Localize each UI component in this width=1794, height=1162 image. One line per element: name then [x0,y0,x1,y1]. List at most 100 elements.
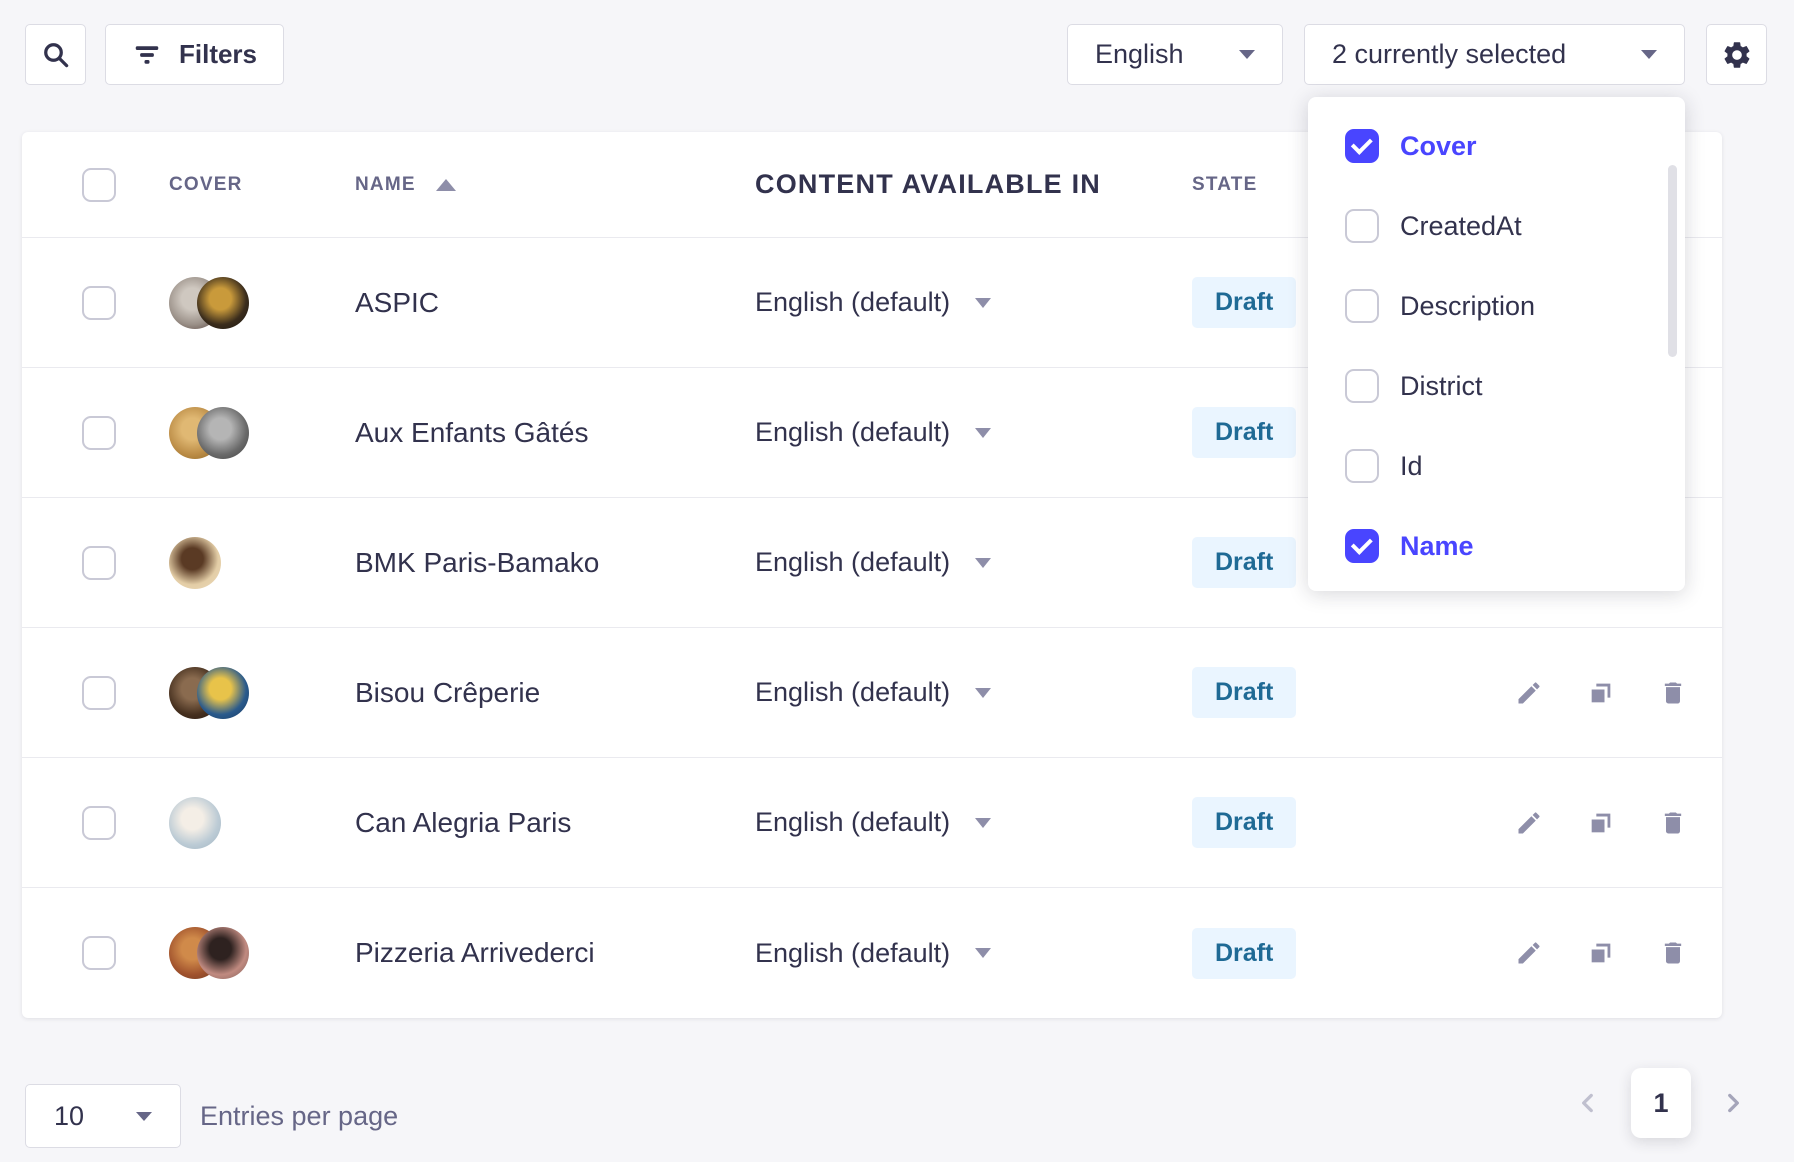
duplicate-icon [1591,813,1611,832]
page-size-select[interactable]: 10 [25,1084,181,1148]
table-row[interactable]: Bisou Crêperie English (default) Draft [22,628,1722,758]
delete-button[interactable] [1657,807,1689,839]
row-language: English (default) [755,417,951,447]
gear-icon [1721,39,1753,71]
column-option-label: Cover [1400,130,1477,161]
cover-avatar [169,796,221,849]
column-header-content-available-in[interactable]: CONTENT AVAILABLE IN [755,169,1101,199]
cover-avatar [197,927,249,979]
column-option-checkbox[interactable] [1345,529,1379,563]
chevron-down-icon [136,1111,152,1121]
chevron-down-icon[interactable] [975,817,992,828]
column-option[interactable]: Id [1308,426,1685,506]
column-option-checkbox[interactable] [1345,209,1379,243]
row-cover [116,927,355,979]
column-settings-options: Cover CreatedAt Description District Id … [1308,106,1685,586]
column-option-checkbox[interactable] [1345,369,1379,403]
table-row[interactable]: BMK Paris-Bamako English (default) Draft [22,498,1722,628]
column-option-label: Id [1400,450,1423,481]
edit-button[interactable] [1513,937,1545,969]
popover-scrollbar[interactable] [1668,165,1677,357]
column-option-label: District [1400,370,1483,401]
column-option[interactable]: Cover [1308,106,1685,186]
entries-per-page-label: Entries per page [200,1100,399,1131]
edit-button[interactable] [1513,807,1545,839]
table-row[interactable]: Pizzeria Arrivederci English (default) D… [22,888,1722,1018]
duplicate-icon [1591,683,1611,702]
column-option-checkbox[interactable] [1345,129,1379,163]
edit-button[interactable] [1513,677,1545,709]
column-option-label: CreatedAt [1400,210,1522,241]
chevron-down-icon[interactable] [975,427,992,438]
search-button[interactable] [25,24,86,85]
pencil-icon [1518,942,1540,964]
row-checkbox[interactable] [82,805,116,840]
table-row[interactable]: ASPIC English (default) Draft [22,238,1722,368]
column-header-cover[interactable]: COVER [169,173,243,195]
chevron-right-icon [1720,1090,1746,1116]
trash-icon [1664,812,1682,833]
column-option[interactable]: District [1308,346,1685,426]
row-cover [116,796,355,849]
row-cover [116,536,355,589]
select-all-checkbox[interactable] [82,167,116,202]
next-page-button[interactable] [1711,1081,1755,1125]
row-language: English (default) [755,677,951,707]
column-settings-value: 2 currently selected [1332,39,1567,69]
duplicate-button[interactable] [1585,807,1617,839]
chevron-down-icon[interactable] [975,557,992,568]
row-state-badge: Draft [1192,667,1297,718]
search-icon [41,40,71,70]
table-body: ASPIC English (default) Draft Aux Enfant… [22,238,1722,1018]
column-header-state[interactable]: STATE [1192,173,1258,195]
row-checkbox[interactable] [82,545,116,580]
row-name: Can Alegria Paris [355,806,572,838]
previous-page-button[interactable] [1566,1081,1610,1125]
delete-button[interactable] [1657,677,1689,709]
language-select-value: English [1095,39,1184,69]
chevron-down-icon[interactable] [975,687,992,698]
row-cover [116,276,355,329]
duplicate-button[interactable] [1585,937,1617,969]
cover-avatar [169,536,221,589]
language-select[interactable]: English [1067,24,1283,85]
pencil-icon [1518,681,1540,703]
row-cover [116,666,355,719]
filters-button[interactable]: Filters [105,24,284,85]
row-checkbox[interactable] [82,285,116,320]
row-language: English (default) [755,807,951,837]
row-state-badge: Draft [1192,927,1297,979]
sort-ascending-icon [435,178,456,191]
column-option[interactable]: Name [1308,506,1685,586]
row-language: English (default) [755,547,951,577]
pencil-icon [1518,811,1540,833]
chevron-down-icon[interactable] [975,297,992,308]
duplicate-icon [1591,943,1611,963]
page-1-button[interactable]: 1 [1631,1068,1691,1138]
row-name: BMK Paris-Bamako [355,546,600,578]
filter-icon [132,40,162,70]
row-checkbox[interactable] [82,936,116,970]
settings-button[interactable] [1706,24,1767,85]
column-option[interactable]: Description [1308,266,1685,346]
column-option[interactable]: CreatedAt [1308,186,1685,266]
duplicate-button[interactable] [1585,677,1617,709]
column-option-checkbox[interactable] [1345,289,1379,323]
cover-avatar [197,276,249,329]
row-checkbox[interactable] [82,675,116,710]
column-settings-select[interactable]: 2 currently selected [1304,24,1685,85]
table-row[interactable]: Can Alegria Paris English (default) Draf… [22,758,1722,888]
column-option-label: Name [1400,530,1474,561]
row-name: Pizzeria Arrivederci [355,937,595,968]
row-checkbox[interactable] [82,415,116,450]
table-header-row: COVER NAME CONTENT AVAILABLE IN STATE [22,132,1722,238]
column-header-name[interactable]: NAME [355,174,755,196]
row-cover [116,406,355,459]
row-language: English (default) [755,937,951,968]
page-size-value: 10 [54,1100,85,1131]
column-option-label: Description [1400,290,1536,321]
column-option-checkbox[interactable] [1345,449,1379,483]
chevron-down-icon[interactable] [975,948,992,958]
delete-button[interactable] [1657,937,1689,969]
